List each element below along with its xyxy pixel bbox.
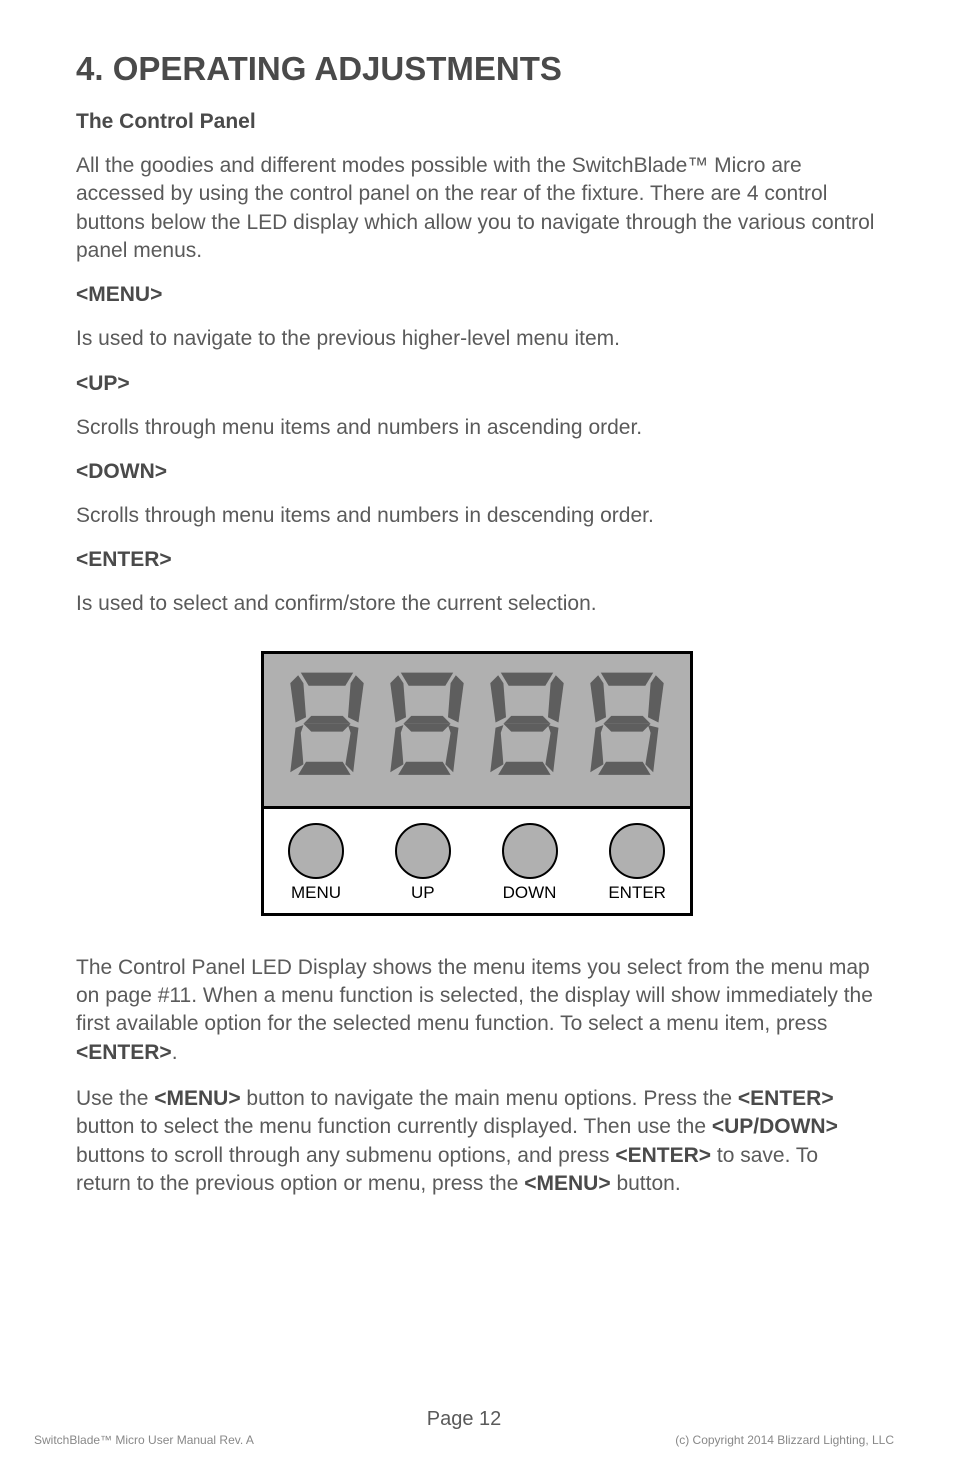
button-circle-icon — [502, 823, 558, 879]
button-circle-icon — [288, 823, 344, 879]
button-circle-icon — [395, 823, 451, 879]
control-label-menu: <MENU> — [76, 283, 878, 307]
control-desc-enter: Is used to select and confirm/store the … — [76, 590, 878, 618]
footer-right: (c) Copyright 2014 Blizzard Lighting, LL… — [675, 1433, 894, 1447]
seven-segment-digit — [484, 670, 570, 788]
paragraph-led-display: The Control Panel LED Display shows the … — [76, 954, 878, 1067]
button-label: UP — [411, 883, 435, 903]
paragraph-usage: Use the <MENU> button to navigate the ma… — [76, 1085, 878, 1198]
button-label: DOWN — [503, 883, 557, 903]
panel-button-menu: MENU — [288, 823, 344, 903]
panel-frame: MENU UP DOWN ENTER — [261, 651, 693, 916]
control-desc-down: Scrolls through menu items and numbers i… — [76, 502, 878, 530]
seven-segment-digit — [284, 670, 370, 788]
control-label-down: <DOWN> — [76, 460, 878, 484]
panel-button-enter: ENTER — [608, 823, 666, 903]
control-label-up: <UP> — [76, 372, 878, 396]
panel-button-down: DOWN — [502, 823, 558, 903]
button-circle-icon — [609, 823, 665, 879]
seven-segment-digit — [384, 670, 470, 788]
control-label-enter: <ENTER> — [76, 548, 878, 572]
panel-button-up: UP — [395, 823, 451, 903]
led-display — [264, 654, 690, 809]
control-panel-diagram: MENU UP DOWN ENTER — [76, 651, 878, 916]
button-label: MENU — [291, 883, 341, 903]
intro-paragraph: All the goodies and different modes poss… — [76, 152, 878, 265]
seven-segment-digit — [584, 670, 670, 788]
control-desc-up: Scrolls through menu items and numbers i… — [76, 414, 878, 442]
button-label: ENTER — [608, 883, 666, 903]
section-title: 4. OPERATING ADJUSTMENTS — [76, 50, 878, 88]
subheading-control-panel: The Control Panel — [76, 110, 878, 134]
button-row: MENU UP DOWN ENTER — [264, 809, 690, 913]
control-desc-menu: Is used to navigate to the previous high… — [76, 325, 878, 353]
page-number: Page 12 — [34, 1408, 894, 1431]
page-footer: Page 12 SwitchBlade™ Micro User Manual R… — [0, 1408, 954, 1447]
footer-left: SwitchBlade™ Micro User Manual Rev. A — [34, 1433, 254, 1447]
